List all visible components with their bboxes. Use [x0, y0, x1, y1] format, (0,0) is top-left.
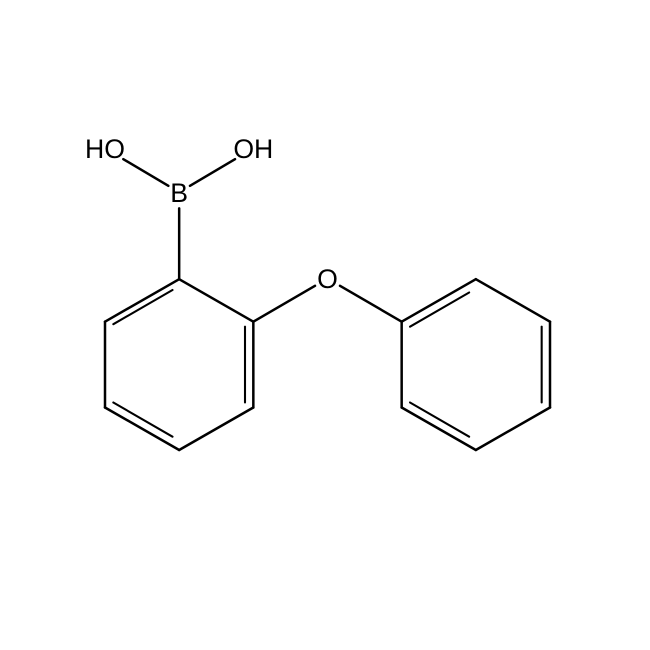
aromatic-inner-bonds-layer	[113, 290, 541, 437]
atom-label-oh2: OH	[233, 134, 273, 164]
atom-labels-layer: HO OH B O	[85, 134, 338, 294]
chemical-structure-svg: HO OH B O	[0, 0, 650, 650]
atom-label-o: O	[317, 264, 338, 294]
atom-label-oh1: HO	[85, 134, 125, 164]
atom-label-b: B	[170, 178, 188, 208]
